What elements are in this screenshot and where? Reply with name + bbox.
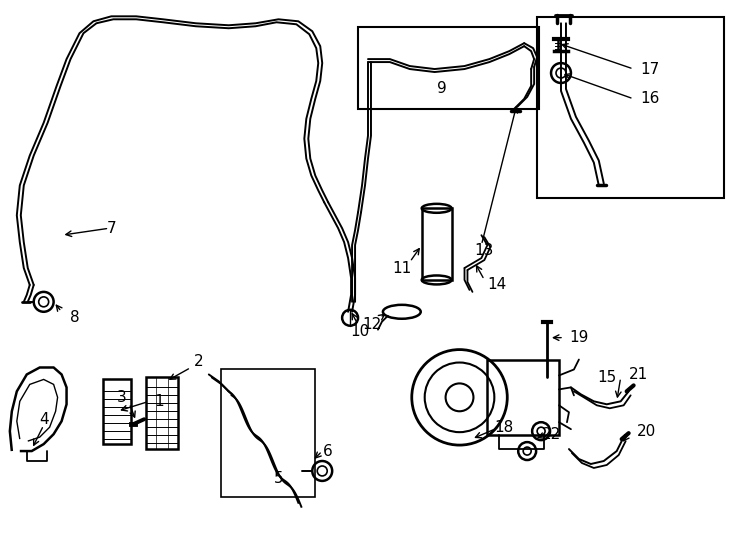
Text: 14: 14 [487,278,506,293]
Text: 17: 17 [641,62,660,77]
Text: 20: 20 [636,424,656,438]
Text: 10: 10 [350,324,370,339]
Text: 22: 22 [542,427,561,442]
Text: 3: 3 [117,390,126,405]
Text: 16: 16 [641,91,660,106]
Bar [537,17,724,198]
Text: 9: 9 [437,82,446,97]
Bar [221,369,316,497]
Text: 18: 18 [495,420,514,435]
Text: 2: 2 [194,354,203,369]
Text: 15: 15 [597,370,617,385]
Text: 6: 6 [323,443,333,458]
Text: 21: 21 [628,367,648,382]
Bar [103,380,131,444]
Bar [146,377,178,449]
Text: 12: 12 [363,317,382,332]
Text: 7: 7 [106,221,116,236]
Text: 1: 1 [154,394,164,409]
Text: 4: 4 [39,411,48,427]
Bar [358,27,539,109]
Text: 5: 5 [274,471,283,487]
Bar [487,360,559,435]
Text: 8: 8 [70,310,79,325]
Text: 19: 19 [569,330,589,345]
Bar [422,208,451,280]
Text: 13: 13 [474,242,494,258]
Text: 11: 11 [393,260,412,275]
